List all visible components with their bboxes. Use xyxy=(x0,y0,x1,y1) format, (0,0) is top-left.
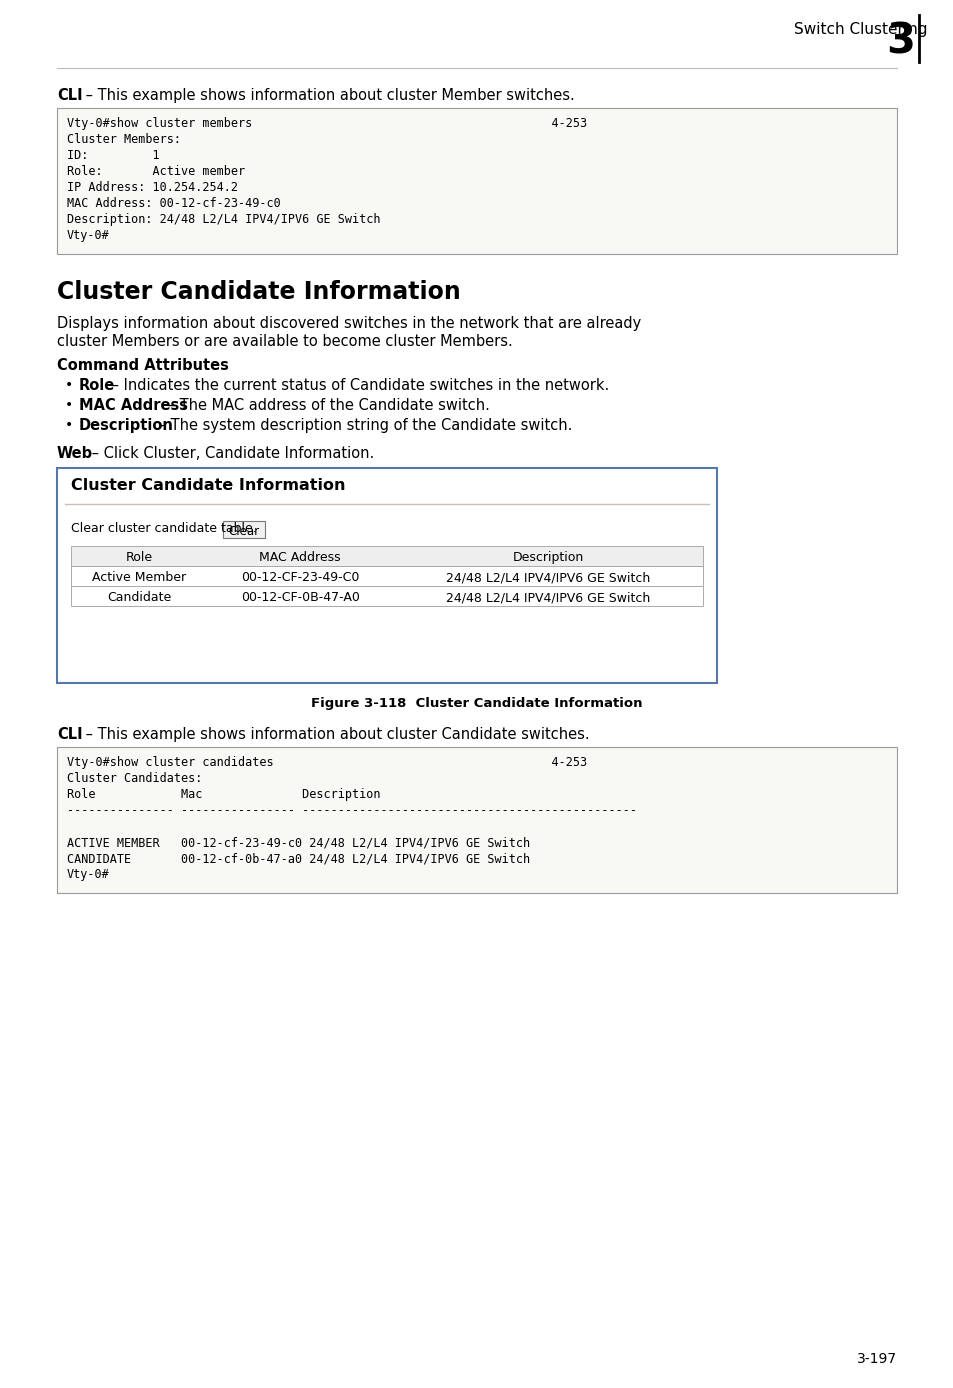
Text: CLI: CLI xyxy=(57,727,83,743)
Text: Description: 24/48 L2/L4 IPV4/IPV6 GE Switch: Description: 24/48 L2/L4 IPV4/IPV6 GE Sw… xyxy=(67,212,380,226)
Text: Clear cluster candidate table.: Clear cluster candidate table. xyxy=(71,522,256,534)
Text: 00-12-CF-0B-47-A0: 00-12-CF-0B-47-A0 xyxy=(240,591,359,604)
Bar xyxy=(71,586,702,607)
Text: MAC Address: MAC Address xyxy=(259,551,340,564)
Text: Vty-0#: Vty-0# xyxy=(67,868,110,881)
Text: 24/48 L2/L4 IPV4/IPV6 GE Switch: 24/48 L2/L4 IPV4/IPV6 GE Switch xyxy=(446,591,650,604)
Text: Vty-0#show cluster candidates                                       4-253: Vty-0#show cluster candidates 4-253 xyxy=(67,756,586,769)
Text: 3-197: 3-197 xyxy=(856,1352,896,1366)
Text: Figure 3-118  Cluster Candidate Information: Figure 3-118 Cluster Candidate Informati… xyxy=(311,697,642,711)
Text: Switch Clustering: Switch Clustering xyxy=(793,22,926,37)
Bar xyxy=(71,545,702,566)
Text: ACTIVE MEMBER   00-12-cf-23-49-c0 24/48 L2/L4 IPV4/IPV6 GE Switch: ACTIVE MEMBER 00-12-cf-23-49-c0 24/48 L2… xyxy=(67,836,530,849)
Text: MAC Address: 00-12-cf-23-49-c0: MAC Address: 00-12-cf-23-49-c0 xyxy=(67,197,280,210)
Text: Role            Mac              Description: Role Mac Description xyxy=(67,788,380,801)
Text: Clear: Clear xyxy=(228,525,259,539)
Text: – This example shows information about cluster Candidate switches.: – This example shows information about c… xyxy=(81,727,589,743)
Text: – The system description string of the Candidate switch.: – The system description string of the C… xyxy=(153,418,572,433)
Text: Displays information about discovered switches in the network that are already: Displays information about discovered sw… xyxy=(57,316,640,330)
Text: cluster Members or are available to become cluster Members.: cluster Members or are available to beco… xyxy=(57,335,512,348)
Bar xyxy=(57,747,896,892)
Text: CLI: CLI xyxy=(57,87,83,103)
Text: ID:         1: ID: 1 xyxy=(67,149,159,162)
Text: Candidate: Candidate xyxy=(107,591,171,604)
Text: •: • xyxy=(65,418,73,432)
Text: Description: Description xyxy=(512,551,583,564)
Text: Cluster Candidate Information: Cluster Candidate Information xyxy=(57,280,460,304)
Text: Cluster Members:: Cluster Members: xyxy=(67,133,181,146)
Text: Vty-0#: Vty-0# xyxy=(67,229,110,242)
Text: – Indicates the current status of Candidate switches in the network.: – Indicates the current status of Candid… xyxy=(107,378,609,393)
Text: --------------- ---------------- -----------------------------------------------: --------------- ---------------- -------… xyxy=(67,804,637,818)
Text: Role: Role xyxy=(125,551,152,564)
Text: •: • xyxy=(65,378,73,391)
Text: 24/48 L2/L4 IPV4/IPV6 GE Switch: 24/48 L2/L4 IPV4/IPV6 GE Switch xyxy=(446,570,650,584)
Text: Description: Description xyxy=(79,418,173,433)
Text: CANDIDATE       00-12-cf-0b-47-a0 24/48 L2/L4 IPV4/IPV6 GE Switch: CANDIDATE 00-12-cf-0b-47-a0 24/48 L2/L4 … xyxy=(67,852,530,865)
Text: Role: Role xyxy=(79,378,115,393)
Text: Cluster Candidates:: Cluster Candidates: xyxy=(67,772,202,786)
Text: MAC Address: MAC Address xyxy=(79,398,188,414)
Text: Active Member: Active Member xyxy=(91,570,186,584)
Text: Vty-0#show cluster members                                          4-253: Vty-0#show cluster members 4-253 xyxy=(67,117,586,130)
Text: – Click Cluster, Candidate Information.: – Click Cluster, Candidate Information. xyxy=(87,446,374,461)
Text: IP Address: 10.254.254.2: IP Address: 10.254.254.2 xyxy=(67,180,237,194)
Bar xyxy=(57,468,717,683)
Bar xyxy=(223,520,265,539)
Bar xyxy=(71,566,702,586)
Bar xyxy=(57,108,896,254)
Text: 00-12-CF-23-49-C0: 00-12-CF-23-49-C0 xyxy=(241,570,359,584)
Text: Command Attributes: Command Attributes xyxy=(57,358,229,373)
Text: 3: 3 xyxy=(885,19,914,62)
Text: – This example shows information about cluster Member switches.: – This example shows information about c… xyxy=(81,87,574,103)
Text: Web: Web xyxy=(57,446,93,461)
Text: Cluster Candidate Information: Cluster Candidate Information xyxy=(71,477,345,493)
Text: Role:       Active member: Role: Active member xyxy=(67,165,245,178)
Text: •: • xyxy=(65,398,73,412)
Text: – The MAC address of the Candidate switch.: – The MAC address of the Candidate switc… xyxy=(163,398,489,414)
